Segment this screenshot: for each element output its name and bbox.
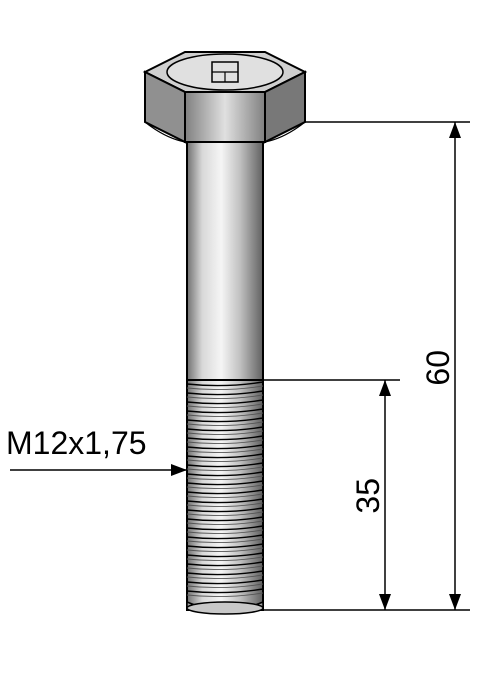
bolt-head: [145, 52, 305, 146]
bolt-technical-drawing: [0, 0, 500, 686]
bolt-shank: [187, 142, 263, 380]
dimension-thread-spec: [10, 464, 187, 476]
bolt-thread: [187, 380, 263, 614]
total-length-label: 60: [420, 350, 457, 386]
thread-spec-label: M12x1,75: [6, 425, 147, 462]
thread-length-label: 35: [350, 478, 387, 514]
